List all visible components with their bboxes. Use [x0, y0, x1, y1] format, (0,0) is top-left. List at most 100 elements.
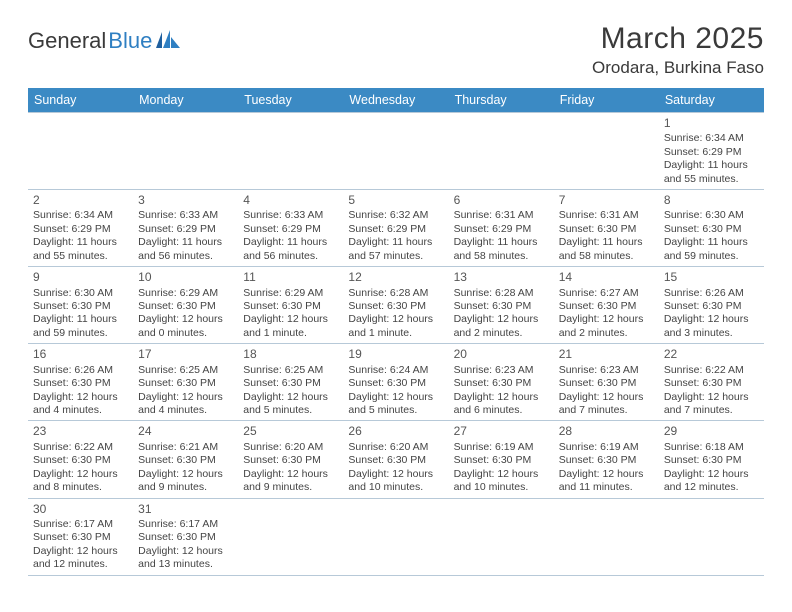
- daylight-text: and 55 minutes.: [664, 173, 759, 186]
- daylight-text: Daylight: 11 hours: [33, 236, 128, 249]
- sunset-text: Sunset: 6:30 PM: [138, 454, 233, 467]
- sunset-text: Sunset: 6:30 PM: [454, 300, 549, 313]
- daylight-text: and 58 minutes.: [454, 250, 549, 263]
- calendar-empty: [238, 498, 343, 575]
- sunrise-text: Sunrise: 6:25 AM: [138, 364, 233, 377]
- calendar-day: 9Sunrise: 6:30 AMSunset: 6:30 PMDaylight…: [28, 267, 133, 344]
- calendar-day: 5Sunrise: 6:32 AMSunset: 6:29 PMDaylight…: [343, 190, 448, 267]
- calendar-week: 1Sunrise: 6:34 AMSunset: 6:29 PMDaylight…: [28, 113, 764, 190]
- sunrise-text: Sunrise: 6:33 AM: [138, 209, 233, 222]
- calendar-week: 2Sunrise: 6:34 AMSunset: 6:29 PMDaylight…: [28, 190, 764, 267]
- sunset-text: Sunset: 6:30 PM: [454, 377, 549, 390]
- daylight-text: Daylight: 12 hours: [33, 545, 128, 558]
- calendar-empty: [449, 113, 554, 190]
- sunrise-text: Sunrise: 6:22 AM: [664, 364, 759, 377]
- day-number: 20: [454, 347, 549, 362]
- daylight-text: Daylight: 11 hours: [559, 236, 654, 249]
- sunrise-text: Sunrise: 6:31 AM: [559, 209, 654, 222]
- daylight-text: Daylight: 12 hours: [33, 468, 128, 481]
- calendar-day: 28Sunrise: 6:19 AMSunset: 6:30 PMDayligh…: [554, 421, 659, 498]
- calendar-day: 25Sunrise: 6:20 AMSunset: 6:30 PMDayligh…: [238, 421, 343, 498]
- daylight-text: and 8 minutes.: [33, 481, 128, 494]
- day-number: 1: [664, 116, 759, 131]
- daylight-text: and 2 minutes.: [454, 327, 549, 340]
- daylight-text: Daylight: 12 hours: [348, 313, 443, 326]
- day-number: 12: [348, 270, 443, 285]
- calendar-empty: [343, 498, 448, 575]
- daylight-text: and 6 minutes.: [454, 404, 549, 417]
- sunset-text: Sunset: 6:30 PM: [33, 454, 128, 467]
- calendar-week: 9Sunrise: 6:30 AMSunset: 6:30 PMDaylight…: [28, 267, 764, 344]
- daylight-text: and 10 minutes.: [348, 481, 443, 494]
- sunrise-text: Sunrise: 6:20 AM: [243, 441, 338, 454]
- sunset-text: Sunset: 6:30 PM: [243, 300, 338, 313]
- day-number: 4: [243, 193, 338, 208]
- calendar-day: 15Sunrise: 6:26 AMSunset: 6:30 PMDayligh…: [659, 267, 764, 344]
- daylight-text: Daylight: 12 hours: [138, 391, 233, 404]
- sunset-text: Sunset: 6:30 PM: [348, 454, 443, 467]
- calendar-empty: [238, 113, 343, 190]
- sunrise-text: Sunrise: 6:23 AM: [559, 364, 654, 377]
- sunrise-text: Sunrise: 6:34 AM: [33, 209, 128, 222]
- sunset-text: Sunset: 6:30 PM: [559, 454, 654, 467]
- calendar-day: 11Sunrise: 6:29 AMSunset: 6:30 PMDayligh…: [238, 267, 343, 344]
- daylight-text: Daylight: 12 hours: [664, 391, 759, 404]
- daylight-text: Daylight: 12 hours: [243, 391, 338, 404]
- daylight-text: and 5 minutes.: [348, 404, 443, 417]
- calendar-table: Sunday Monday Tuesday Wednesday Thursday…: [28, 88, 764, 576]
- daylight-text: and 56 minutes.: [243, 250, 338, 263]
- day-header: Monday: [133, 88, 238, 113]
- sunset-text: Sunset: 6:30 PM: [559, 223, 654, 236]
- calendar-day: 31Sunrise: 6:17 AMSunset: 6:30 PMDayligh…: [133, 498, 238, 575]
- sunrise-text: Sunrise: 6:23 AM: [454, 364, 549, 377]
- calendar-day: 27Sunrise: 6:19 AMSunset: 6:30 PMDayligh…: [449, 421, 554, 498]
- calendar-empty: [554, 498, 659, 575]
- daylight-text: Daylight: 11 hours: [243, 236, 338, 249]
- day-number: 11: [243, 270, 338, 285]
- calendar-day: 10Sunrise: 6:29 AMSunset: 6:30 PMDayligh…: [133, 267, 238, 344]
- calendar-day: 18Sunrise: 6:25 AMSunset: 6:30 PMDayligh…: [238, 344, 343, 421]
- day-number: 10: [138, 270, 233, 285]
- daylight-text: and 55 minutes.: [33, 250, 128, 263]
- daylight-text: Daylight: 12 hours: [243, 468, 338, 481]
- sunset-text: Sunset: 6:29 PM: [348, 223, 443, 236]
- sunset-text: Sunset: 6:29 PM: [138, 223, 233, 236]
- day-header: Wednesday: [343, 88, 448, 113]
- sunset-text: Sunset: 6:30 PM: [664, 300, 759, 313]
- sunset-text: Sunset: 6:30 PM: [243, 377, 338, 390]
- sunset-text: Sunset: 6:30 PM: [664, 223, 759, 236]
- sunset-text: Sunset: 6:30 PM: [559, 300, 654, 313]
- day-number: 21: [559, 347, 654, 362]
- sunset-text: Sunset: 6:30 PM: [243, 454, 338, 467]
- calendar-day: 6Sunrise: 6:31 AMSunset: 6:29 PMDaylight…: [449, 190, 554, 267]
- day-number: 28: [559, 424, 654, 439]
- daylight-text: Daylight: 12 hours: [348, 391, 443, 404]
- title-block: March 2025 Orodara, Burkina Faso: [592, 22, 764, 82]
- day-number: 29: [664, 424, 759, 439]
- daylight-text: and 9 minutes.: [138, 481, 233, 494]
- daylight-text: and 58 minutes.: [559, 250, 654, 263]
- sunset-text: Sunset: 6:30 PM: [138, 377, 233, 390]
- daylight-text: Daylight: 12 hours: [664, 468, 759, 481]
- sunrise-text: Sunrise: 6:17 AM: [33, 518, 128, 531]
- calendar-day: 13Sunrise: 6:28 AMSunset: 6:30 PMDayligh…: [449, 267, 554, 344]
- daylight-text: and 1 minute.: [243, 327, 338, 340]
- calendar-day: 2Sunrise: 6:34 AMSunset: 6:29 PMDaylight…: [28, 190, 133, 267]
- day-number: 16: [33, 347, 128, 362]
- calendar-day: 1Sunrise: 6:34 AMSunset: 6:29 PMDaylight…: [659, 113, 764, 190]
- day-number: 22: [664, 347, 759, 362]
- daylight-text: Daylight: 12 hours: [138, 313, 233, 326]
- day-header: Tuesday: [238, 88, 343, 113]
- sunrise-text: Sunrise: 6:32 AM: [348, 209, 443, 222]
- daylight-text: Daylight: 11 hours: [664, 236, 759, 249]
- brand-logo: GeneralBlue: [28, 28, 180, 54]
- daylight-text: and 7 minutes.: [559, 404, 654, 417]
- calendar-day: 17Sunrise: 6:25 AMSunset: 6:30 PMDayligh…: [133, 344, 238, 421]
- daylight-text: and 56 minutes.: [138, 250, 233, 263]
- daylight-text: and 4 minutes.: [138, 404, 233, 417]
- daylight-text: Daylight: 11 hours: [348, 236, 443, 249]
- daylight-text: and 5 minutes.: [243, 404, 338, 417]
- calendar-day: 3Sunrise: 6:33 AMSunset: 6:29 PMDaylight…: [133, 190, 238, 267]
- day-number: 14: [559, 270, 654, 285]
- sunrise-text: Sunrise: 6:30 AM: [33, 287, 128, 300]
